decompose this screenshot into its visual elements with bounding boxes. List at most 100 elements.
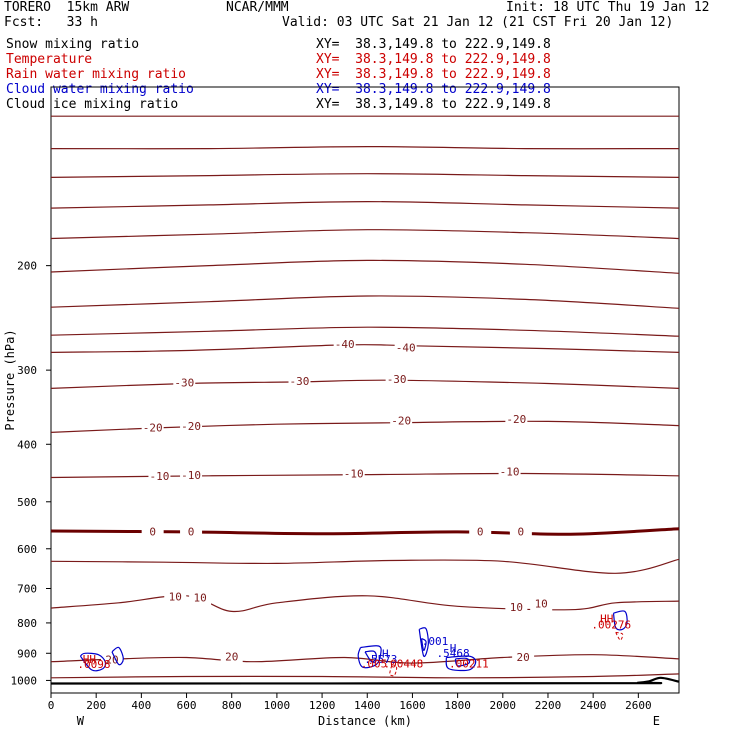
cloud-water-contour xyxy=(420,637,427,652)
temperature-label: 10 xyxy=(510,601,523,614)
y-tick-label: 800 xyxy=(17,617,37,630)
contour-label-mask xyxy=(333,338,356,351)
west-end-label: W xyxy=(77,714,85,728)
cloud-water-contour xyxy=(445,655,477,672)
x-tick-label: 0 xyxy=(48,699,55,712)
y-tick-label: 400 xyxy=(17,438,37,451)
temperature-label: -10 xyxy=(344,468,364,481)
field-xsect: XY= 38.3,149.8 to 222.9,149.8 xyxy=(316,52,551,67)
contour-label-mask xyxy=(498,466,521,479)
temperature-contour xyxy=(50,229,680,240)
y-axis-label: Pressure (hPa) xyxy=(3,329,17,430)
contour-label-mask xyxy=(505,413,528,426)
temperature-contour xyxy=(50,259,680,274)
temperature-contour xyxy=(50,344,680,353)
temperature-contour xyxy=(50,295,680,309)
cloud-water-contour xyxy=(364,650,377,663)
field-xsect: XY= 38.3,149.8 to 222.9,149.8 xyxy=(316,82,551,97)
rain-water-label: .005 xyxy=(361,657,388,670)
temperature-label: -20 xyxy=(391,414,411,427)
cloud-water-label: .001 xyxy=(422,635,449,648)
temperature-label: 10 xyxy=(193,592,206,605)
contour-label-mask xyxy=(141,422,164,435)
contour-label-mask xyxy=(385,374,408,387)
y-tick-label: 300 xyxy=(17,364,37,377)
temperature-label: -20 xyxy=(506,413,526,426)
cloud-water-label: .5573 xyxy=(364,653,397,666)
rain-water-label: HH xyxy=(600,613,613,626)
x-tick-label: 2200 xyxy=(535,699,562,712)
temperature-label: 0 xyxy=(477,525,484,538)
contour-label-mask xyxy=(469,526,492,539)
temperature-contour xyxy=(50,558,680,574)
temperature-contour xyxy=(50,326,680,337)
terrain-line xyxy=(50,676,680,685)
forecast-hour: Fcst: 33 h xyxy=(4,15,98,30)
freezing-level-contour xyxy=(50,527,680,536)
x-tick-label: 400 xyxy=(131,699,151,712)
temperature-contour xyxy=(50,145,680,150)
temperature-label: -30 xyxy=(387,373,407,386)
temperature-label: 20 xyxy=(517,651,530,664)
temperature-label: -30 xyxy=(174,377,194,390)
x-tick-label: 800 xyxy=(222,699,242,712)
x-tick-label: 2600 xyxy=(625,699,652,712)
cloud-water-label: .5468 xyxy=(437,647,470,660)
y-tick-label: 700 xyxy=(17,583,37,596)
temperature-contour xyxy=(50,654,680,664)
x-tick-label: 200 xyxy=(86,699,106,712)
field-name: Cloud ice mixing ratio xyxy=(6,97,179,112)
field-name: Rain water mixing ratio xyxy=(6,67,187,82)
cloud-water-label: H xyxy=(382,648,389,661)
temperature-label: -30 xyxy=(290,375,310,388)
temperature-label: -40 xyxy=(396,342,416,355)
contour-label-mask xyxy=(164,591,187,604)
temperature-label: 20 xyxy=(225,651,238,664)
contour-label-mask xyxy=(505,601,528,614)
y-tick-label: 600 xyxy=(17,543,37,556)
contour-label-mask xyxy=(394,342,417,355)
cloud-water-contour xyxy=(79,652,107,672)
temperature-contour xyxy=(50,472,680,479)
rain-water-label: .00276 xyxy=(591,618,631,631)
temperature-label: -10 xyxy=(500,465,520,478)
contour-label-mask xyxy=(173,377,196,390)
rain-water-label: .00448 xyxy=(384,657,424,670)
x-axis-label: Distance (km) xyxy=(318,714,412,728)
contour-label-mask xyxy=(220,651,243,664)
x-tick-label: 1200 xyxy=(309,699,336,712)
temperature-label: -10 xyxy=(149,470,169,483)
cloud-water-contour xyxy=(418,627,429,658)
contour-label-mask xyxy=(180,526,203,539)
y-tick-label: 200 xyxy=(17,260,37,273)
contour-label-mask xyxy=(180,469,203,482)
contour-label-mask xyxy=(342,468,365,481)
temperature-contour xyxy=(50,594,680,613)
cloud-water-contour xyxy=(357,645,382,669)
valid-time: Valid: 03 UTC Sat 21 Jan 12 (21 CST Fri … xyxy=(282,15,674,30)
east-end-label: E xyxy=(653,714,660,728)
rain-water-label: .00211 xyxy=(449,657,489,670)
cloud-water-contour xyxy=(111,646,124,666)
temperature-label: 10 xyxy=(169,591,182,604)
rain-water-label: HH xyxy=(83,653,96,666)
temperature-label: -40 xyxy=(335,338,355,351)
temperature-label: 0 xyxy=(518,525,525,538)
rain-water-contour xyxy=(389,664,398,677)
rain-water-contour xyxy=(615,631,624,641)
y-tick-label: 900 xyxy=(17,647,37,660)
plot-frame xyxy=(50,86,680,694)
temperature-label: 0 xyxy=(149,525,156,538)
temperature-label: -10 xyxy=(181,469,201,482)
contour-label-mask xyxy=(189,592,212,605)
contour-label-mask xyxy=(180,420,203,433)
temperature-contour xyxy=(50,200,680,209)
temperature-label: 0 xyxy=(188,525,195,538)
contour-label-mask xyxy=(390,415,413,428)
center-title: NCAR/MMM xyxy=(226,0,289,15)
rain-water-label: .0098 xyxy=(77,658,110,671)
x-tick-label: 2000 xyxy=(490,699,517,712)
field-xsect: XY= 38.3,149.8 to 222.9,149.8 xyxy=(316,37,551,52)
x-tick-label: 1000 xyxy=(264,699,291,712)
